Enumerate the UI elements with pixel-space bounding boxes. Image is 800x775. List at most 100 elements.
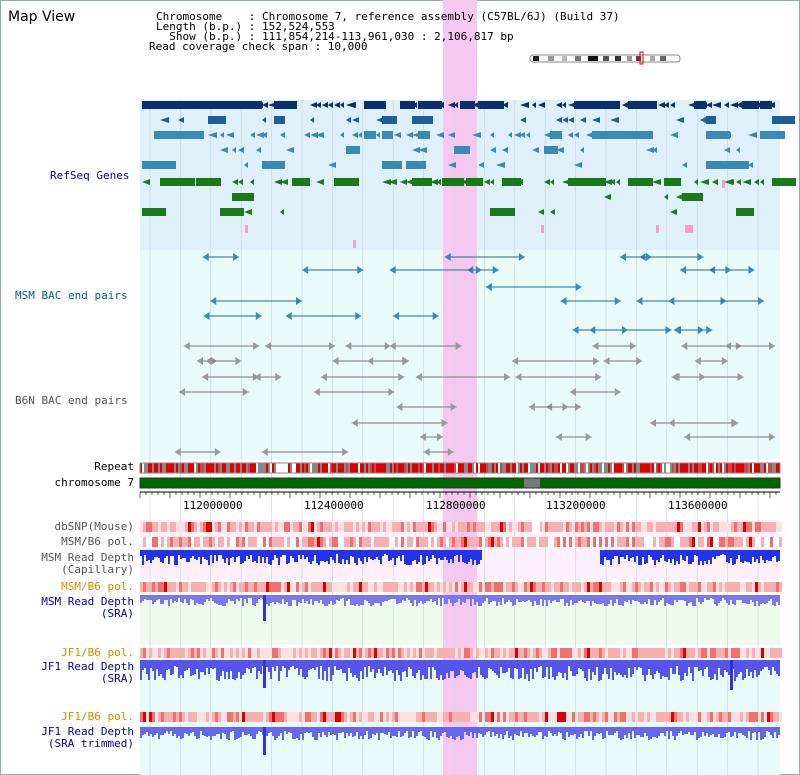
polymorphism-cell [683,522,686,532]
polymorphism-cell [512,582,515,592]
polymorphism-cell [500,582,503,592]
repeat-segment [704,463,706,473]
read-depth-bar [402,660,404,672]
read-depth-bar [286,660,288,677]
polymorphism-cell [371,537,374,547]
read-depth-bar [348,660,350,668]
read-depth-bar [196,660,198,669]
read-depth-bar [158,660,160,676]
refseq-genes-label[interactable]: RefSeq Genes [50,169,130,182]
polymorphism-cell [194,648,197,658]
read-depth-bar [554,595,556,600]
b6n-bac-end [593,357,600,365]
polymorphism-cell [467,712,470,722]
polymorphism-cell [461,522,464,532]
polymorphism-cell [629,712,632,722]
read-depth-bar [616,595,618,599]
polymorphism-cell [503,582,506,592]
polymorphism-cell [749,537,752,547]
gene-feature [262,132,267,138]
repeat-segment [726,463,728,473]
read-depth-bar [678,550,680,564]
read-depth-bar [200,727,202,731]
read-depth-bar [672,550,674,559]
polymorphism-cell [251,537,254,547]
gene-feature [340,102,344,108]
read-depth-bar [640,595,642,604]
gene-feature [574,162,582,168]
polymorphism-cell [524,712,527,722]
polymorphism-cell [149,537,152,547]
gene-feature [574,132,579,138]
polymorphism-cell [557,522,560,532]
polymorphism-cell [428,537,431,547]
polymorphism-cell [737,648,740,658]
read-depth-bar [616,660,618,675]
gene-feature [304,132,310,138]
read-depth-bar [558,727,560,732]
read-depth-bar [650,660,652,675]
read-depth-bar [600,660,602,680]
read-depth-bar [708,595,710,600]
read-depth-bar [204,550,206,559]
read-depth-bar [276,595,278,602]
read-depth-bar [694,660,696,667]
read-depth-bar [206,550,208,560]
read-depth-bar [468,595,470,599]
polymorphism-cell [209,582,212,592]
gene-feature [736,179,741,185]
read-depth-bar [272,727,274,736]
read-depth-bar [226,727,228,739]
polymorphism-cell [200,648,203,658]
polymorphism-cell [230,582,233,592]
gene-feature [394,132,401,138]
read-depth-bar [224,550,226,563]
repeat-segment [694,463,696,473]
read-depth-bar [462,660,464,671]
b6n-bac-end [332,357,339,365]
read-depth-bar [638,550,640,565]
read-depth-bar [614,550,616,556]
read-depth-bar [522,727,524,737]
polymorphism-cell [566,522,569,532]
read-depth-bar [720,550,722,555]
gene-feature [238,179,243,185]
polymorphism-cell [584,537,587,547]
read-depth-bar [526,660,528,674]
b6n-bac-label[interactable]: B6N BAC end pairs [15,394,128,407]
repeat-segment [354,463,356,473]
read-depth-bar [704,595,706,598]
read-depth-bar [480,595,482,606]
polymorphism-cell [596,522,599,532]
repeat-segment [540,463,542,473]
read-depth-bar [198,550,200,557]
msm-bac-end [389,266,396,274]
polymorphism-cell [647,537,650,547]
polymorphism-cell [506,582,509,592]
polymorphism-cell [539,648,542,658]
repeat-segment [286,463,288,473]
read-depth-bar [414,595,416,600]
read-depth-bar [642,660,644,675]
read-depth-bar [172,660,174,674]
read-depth-bar [342,595,344,598]
read-depth-bar [532,660,534,679]
polymorphism-cell [563,712,566,722]
read-depth-bar [542,660,544,678]
read-depth-bar [460,660,462,670]
msm-bac-end [302,266,309,274]
read-depth-bar [712,660,714,679]
gene-feature [466,102,473,108]
polymorphism-cell [710,648,713,658]
repeat-segment [164,463,166,473]
read-depth-bar [314,660,316,670]
read-depth-bar [308,660,310,670]
gene-feature [370,102,377,108]
msm-bac-label[interactable]: MSM BAC end pairs [15,289,128,302]
polymorphism-cell [671,712,674,722]
read-depth-bar [200,595,202,604]
polymorphism-cell [500,537,503,547]
read-depth-bar [640,660,642,668]
polymorphism-cell [662,522,665,532]
b6n-bac-end [174,448,181,456]
